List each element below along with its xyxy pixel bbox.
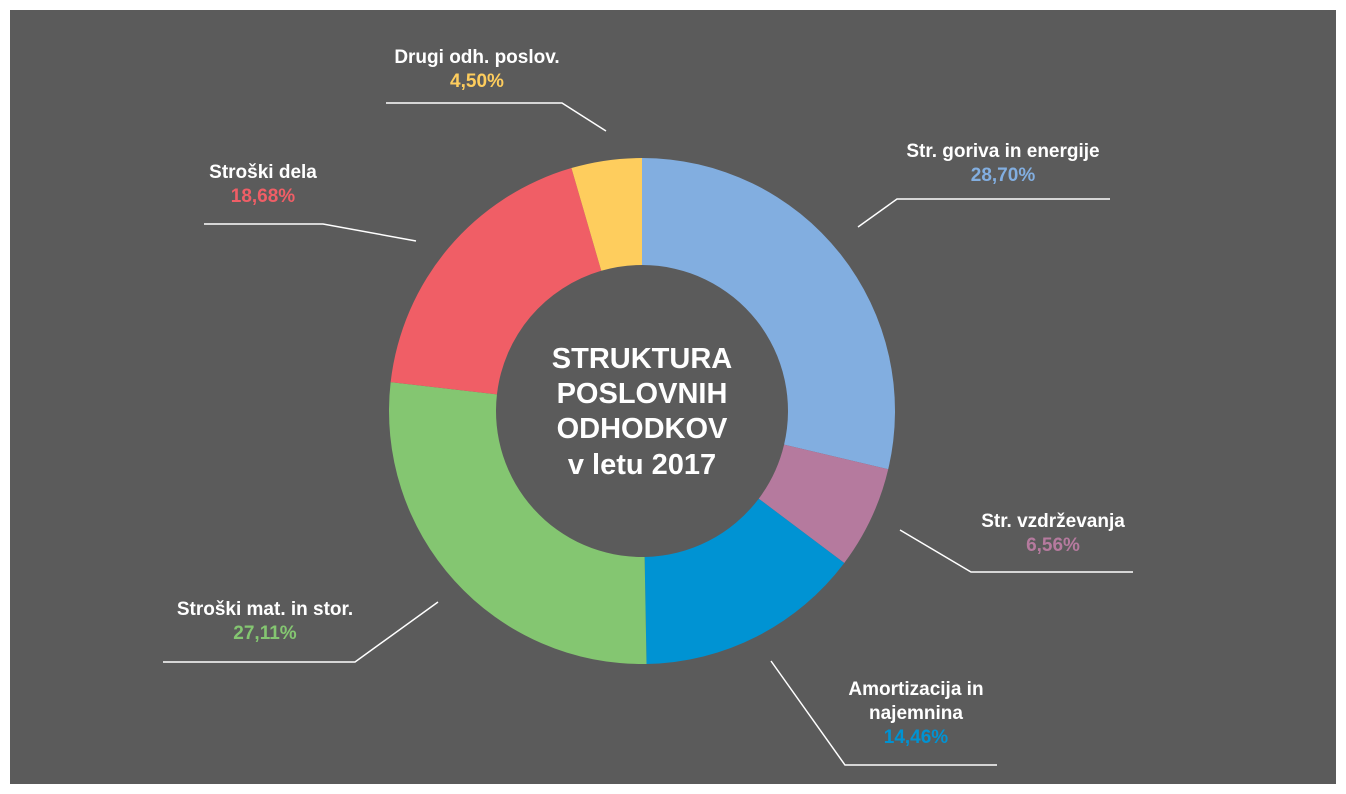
leader-line bbox=[386, 102, 607, 132]
value-label: 18,68% bbox=[230, 186, 296, 207]
category-label: Drugi odh. poslov. bbox=[394, 47, 560, 68]
value-label: 6,56% bbox=[1026, 535, 1080, 556]
category-label: Str. vzdrževanja bbox=[981, 511, 1125, 532]
label: Stroški mat. in stor. 27,11% bbox=[177, 598, 353, 646]
category-label: Stroški mat. in stor. bbox=[176, 599, 354, 620]
value-label: 4,50% bbox=[450, 71, 504, 92]
chart-title: POSLOVNIH bbox=[557, 378, 728, 410]
chart-title: STRUKTURA bbox=[552, 343, 732, 375]
label: Str. vzdrževanja 6,56% bbox=[981, 510, 1125, 558]
value-label: 14,46% bbox=[883, 727, 949, 748]
leader-line bbox=[770, 660, 997, 766]
value-label: 27,11% bbox=[233, 623, 297, 644]
leader-line bbox=[899, 529, 1133, 573]
label: Amortizacija in najemnina 14,46% bbox=[836, 678, 996, 750]
slice bbox=[642, 158, 895, 470]
chart-title: ODHODKOV bbox=[557, 413, 728, 445]
slice bbox=[390, 168, 602, 395]
leader-line bbox=[163, 601, 439, 663]
label: Stroški dela 18,68% bbox=[209, 161, 317, 209]
slices bbox=[388, 158, 895, 664]
value-label: 28,70% bbox=[970, 165, 1036, 186]
leader-line bbox=[204, 223, 417, 242]
chart-title: v letu 2017 bbox=[568, 449, 716, 481]
slice bbox=[388, 382, 647, 664]
label: Drugi odh. poslov. 4,50% bbox=[394, 46, 559, 94]
leader-lines bbox=[163, 102, 1133, 766]
label: Str. goriva in energije 28,70% bbox=[906, 140, 1099, 188]
slice bbox=[758, 444, 889, 563]
slice bbox=[571, 158, 642, 271]
slice bbox=[644, 498, 845, 664]
category-label: Str. goriva in energije bbox=[906, 141, 1100, 162]
leader-line bbox=[857, 198, 1110, 228]
category-label: Amortizacija in najemnina bbox=[848, 679, 984, 724]
category-label: Stroški dela bbox=[209, 162, 317, 183]
